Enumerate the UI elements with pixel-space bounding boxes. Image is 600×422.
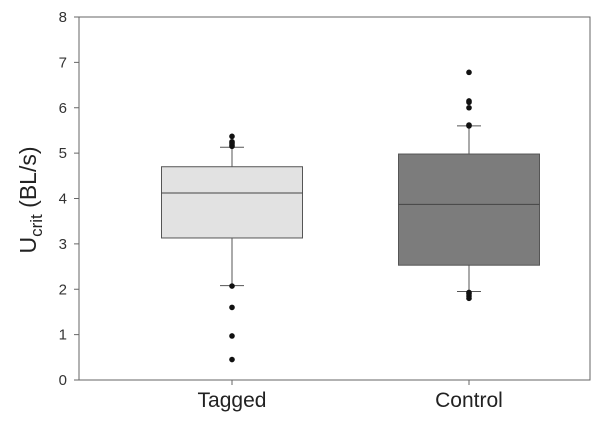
outlier-point [229, 138, 235, 145]
outlier-point [229, 304, 235, 311]
box-iqr [398, 153, 540, 266]
y-tick-label: 4 [59, 191, 67, 208]
y-tick-label: 5 [59, 145, 67, 162]
outlier-point [466, 98, 472, 104]
y-tick-label: 6 [59, 100, 67, 117]
outlier-point [466, 104, 472, 111]
x-axis: Tagged Control [198, 380, 503, 412]
y-tick-label: 7 [59, 54, 67, 71]
boxes-group [161, 69, 540, 363]
box-tagged [161, 133, 303, 363]
y-axis-title-main: U [15, 237, 41, 254]
y-tick-label: 1 [59, 327, 67, 344]
y-axis-title-unit: (BL/s) [15, 146, 41, 214]
box-iqr [161, 166, 303, 239]
y-tick-label: 8 [59, 9, 67, 26]
y-axis: 0 1 2 3 4 5 6 7 8 [59, 9, 79, 389]
y-tick-label: 3 [59, 236, 67, 253]
y-axis-title: Ucrit (BL/s) [15, 146, 46, 253]
outlier-point [229, 356, 235, 363]
x-category-label: Tagged [198, 389, 267, 412]
outlier-point [466, 69, 472, 76]
box-control [398, 69, 540, 302]
outlier-point [466, 122, 472, 128]
outlier-point [229, 333, 235, 339]
y-tick-label: 0 [59, 372, 67, 389]
y-axis-title-subscript: crit [27, 214, 46, 237]
outlier-point [229, 133, 235, 140]
y-tick-label: 2 [59, 281, 67, 298]
outlier-point [229, 283, 235, 289]
outlier-point [466, 289, 472, 296]
x-category-label: Control [435, 389, 503, 412]
